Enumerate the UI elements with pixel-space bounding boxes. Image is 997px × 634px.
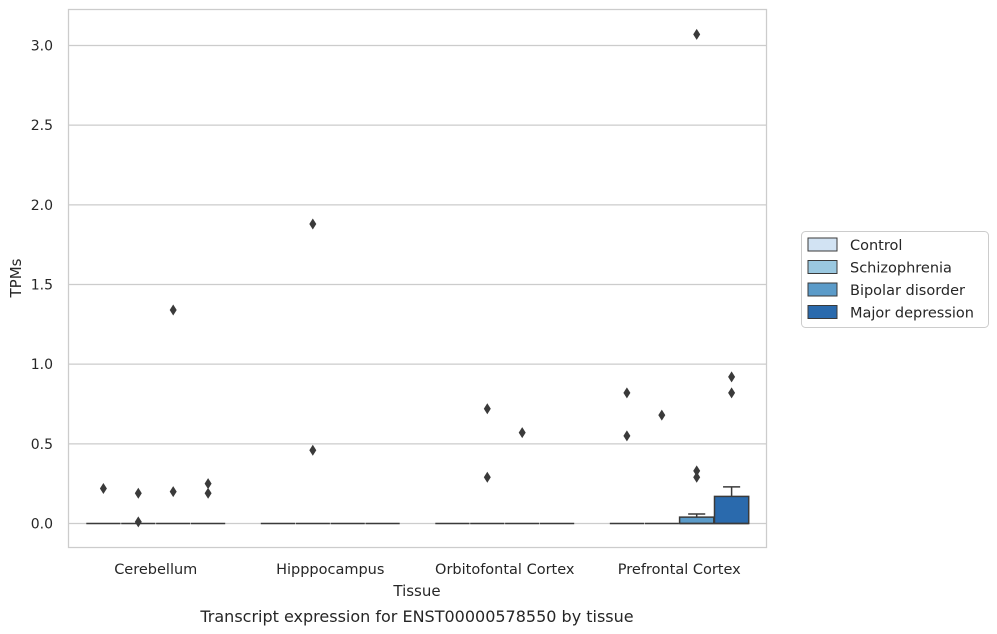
outlier-point [623,430,631,442]
outlier-point [309,218,317,230]
x-tick-label: Prefrontal Cortex [618,562,741,578]
legend-swatch [807,237,838,252]
legend-label: Control [850,238,902,254]
x-tick-label: Cerebellum [114,562,197,578]
outlier-point [693,28,701,40]
plot-area-frame [67,8,768,549]
legend-frame [801,231,989,328]
outlier-point [204,478,212,490]
outlier-point [623,387,631,399]
legend-swatch [807,305,838,319]
outlier-point [134,487,142,499]
outlier-point [204,487,212,499]
y-tick-label: 1.0 [31,357,53,373]
y-tick-label: 0.5 [31,437,53,453]
legend: Control Schizophrenia Bipolar disorder Majo… [801,231,989,328]
box [713,495,750,525]
outlier-point [169,486,177,498]
outlier-point [483,403,491,415]
legend-swatch [807,282,838,297]
y-tick-label: 3.0 [31,39,53,55]
legend-swatch [807,260,838,274]
y-tick-label: 2.0 [31,198,53,214]
legend-label: Schizophrenia [850,261,952,277]
x-axis-label: Tissue [392,582,440,600]
legend-label: Major depression [850,306,974,322]
outlier-point [728,371,736,383]
x-tick-label: Hipppocampus [276,562,384,578]
gridlines [68,44,767,525]
outlier-point [658,409,666,421]
y-axis-label: TPMs [7,258,25,298]
outlier-point [309,444,317,456]
x-tick-label: Orbitofontal Cortex [435,562,575,578]
y-tick-label: 2.5 [31,118,53,134]
y-tick-label: 0.0 [31,517,53,533]
outlier-point [693,471,701,483]
outlier-point [728,387,736,399]
outlier-point [518,427,526,439]
y-tick-label: 1.5 [31,278,53,294]
box [678,516,715,525]
y-tick-labels: 0.0 0.5 1.0 1.5 2.0 2.5 3.0 [31,39,53,533]
outlier-point [483,471,491,483]
outlier-point [693,465,701,477]
outlier-point [169,304,177,316]
outlier-point [99,482,107,494]
x-tick-labels: Cerebellum Hipppocampus Orbitofontal Corte… [114,562,741,578]
legend-label: Bipolar disorder [850,283,965,299]
outlier-point [134,516,142,528]
chart-caption: Transcript expression for ENST0000057855… [199,607,633,626]
boxes [86,486,750,525]
outliers [99,28,736,528]
